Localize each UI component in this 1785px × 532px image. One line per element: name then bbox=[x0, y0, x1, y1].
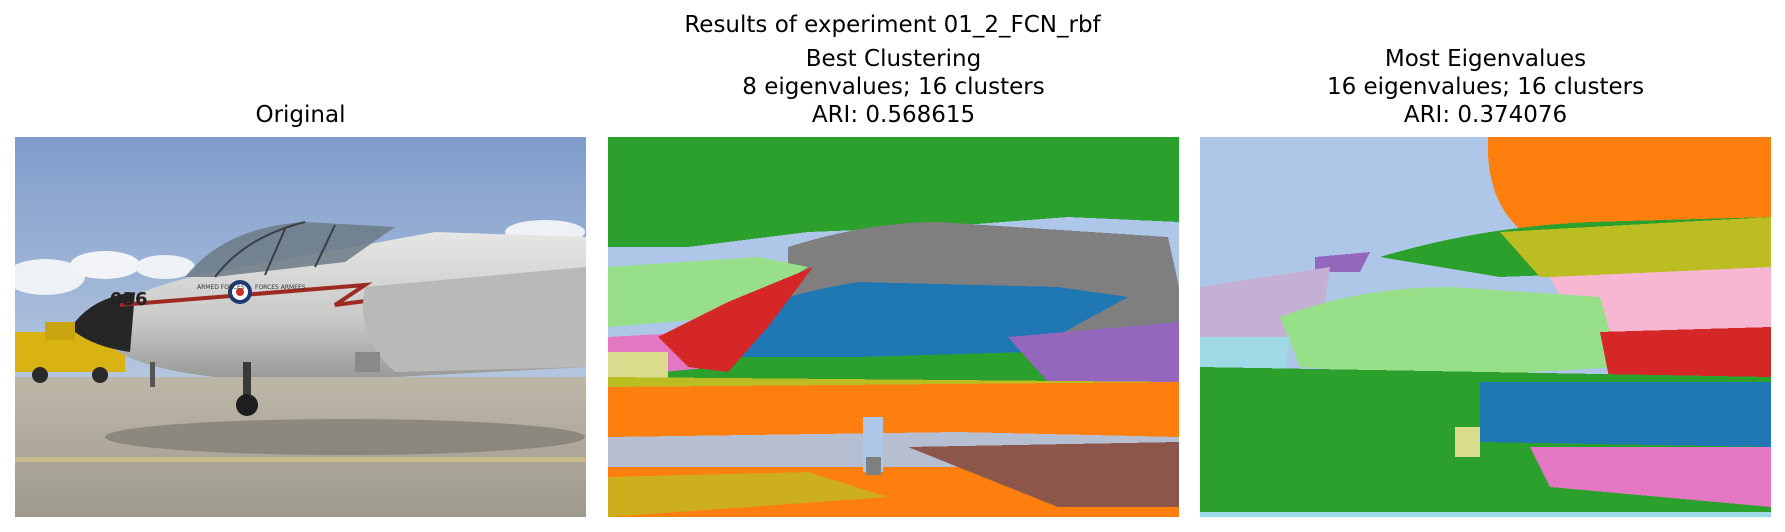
segment-red bbox=[1600, 327, 1771, 382]
segment-olive-bottom bbox=[608, 472, 888, 517]
intake bbox=[363, 267, 586, 372]
canopy-frame bbox=[214, 221, 336, 278]
segment-light-green bbox=[1280, 287, 1620, 377]
segment-gear-gray bbox=[866, 457, 881, 475]
title-line: 16 eigenvalues; 16 clusters bbox=[1326, 74, 1645, 100]
cloud bbox=[70, 251, 140, 279]
aircraft-shadow bbox=[105, 419, 585, 455]
roundel-label-left: ARMED FORCES bbox=[197, 284, 245, 291]
best-clustering-segmentation bbox=[608, 137, 1179, 517]
title-line: ARI: 0.568615 bbox=[811, 102, 976, 128]
segment-blue bbox=[1480, 382, 1771, 447]
landing-gear-strut bbox=[243, 362, 251, 402]
segment-pink bbox=[1530, 447, 1771, 507]
cloud bbox=[135, 255, 195, 279]
segment-purple bbox=[1315, 252, 1370, 272]
segment-cyan-bottom bbox=[1200, 512, 1771, 517]
vehicle-wheel bbox=[92, 367, 108, 383]
panel-title-best-clustering: Best Clustering 8 eigenvalues; 16 cluste… bbox=[608, 45, 1179, 129]
segment-tan bbox=[1455, 427, 1480, 457]
segment-brown bbox=[908, 442, 1179, 507]
title-line: Most Eigenvalues bbox=[1384, 46, 1587, 72]
segment-red bbox=[658, 267, 813, 372]
original-image: ARMED FORCES FORCES ARMEES 036 bbox=[15, 137, 586, 517]
segmentation-map-most bbox=[1200, 137, 1771, 517]
yellow-vehicle-cab bbox=[45, 322, 75, 340]
segment-olive bbox=[1500, 217, 1771, 277]
segment-cyan bbox=[1200, 337, 1290, 372]
aircraft-number: 036 bbox=[110, 289, 148, 310]
title-line: Best Clustering bbox=[805, 46, 982, 72]
cloud bbox=[15, 259, 85, 295]
title-line: 8 eigenvalues; 16 clusters bbox=[742, 74, 1045, 100]
landing-gear-wheel bbox=[236, 394, 258, 416]
segmentation-map-best bbox=[608, 137, 1179, 517]
segment-purple bbox=[1008, 322, 1179, 387]
roundel-label-right: FORCES ARMEES bbox=[255, 284, 306, 291]
segment-tan bbox=[608, 352, 668, 382]
ground-equipment bbox=[355, 352, 380, 372]
panel-title-original: Original bbox=[15, 101, 586, 129]
title-line: ARI: 0.374076 bbox=[1403, 102, 1568, 128]
canopy bbox=[185, 222, 395, 277]
most-eigenvalues-segmentation bbox=[1200, 137, 1771, 517]
panel-title-most-eigenvalues: Most Eigenvalues 16 eigenvalues; 16 clus… bbox=[1200, 45, 1771, 129]
segment-orange bbox=[1487, 137, 1771, 237]
gear-strut bbox=[150, 362, 155, 387]
segment-light-green bbox=[608, 257, 808, 327]
figure-suptitle: Results of experiment 01_2_FCN_rbf bbox=[684, 12, 1101, 38]
roundel-center bbox=[236, 288, 244, 296]
original-photo-svg: ARMED FORCES FORCES ARMEES 036 bbox=[15, 137, 586, 517]
runway-stripe bbox=[15, 457, 586, 462]
vehicle-wheel bbox=[32, 367, 48, 383]
nose-cone bbox=[75, 292, 135, 352]
title-line: Original bbox=[255, 102, 346, 128]
